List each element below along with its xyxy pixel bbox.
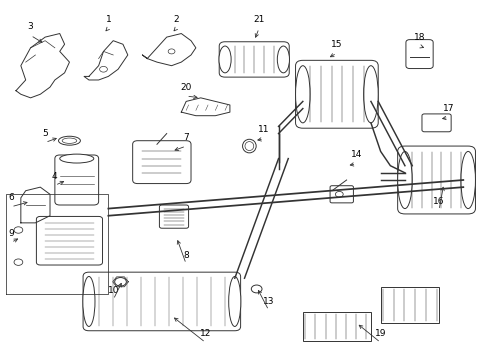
Text: 12: 12 <box>200 329 211 338</box>
Text: 3: 3 <box>28 22 33 31</box>
Ellipse shape <box>397 152 411 208</box>
Text: 16: 16 <box>432 197 444 206</box>
Text: 19: 19 <box>374 329 386 338</box>
Text: 1: 1 <box>105 15 111 24</box>
Text: 8: 8 <box>183 251 189 260</box>
Text: 21: 21 <box>253 15 264 24</box>
Text: 2: 2 <box>173 15 179 24</box>
Ellipse shape <box>460 152 474 208</box>
Text: 7: 7 <box>183 132 189 141</box>
Ellipse shape <box>295 66 309 123</box>
Text: 14: 14 <box>350 150 361 159</box>
Circle shape <box>14 227 23 233</box>
Text: 13: 13 <box>263 297 274 306</box>
Text: 15: 15 <box>330 40 342 49</box>
Ellipse shape <box>219 46 231 73</box>
Ellipse shape <box>363 66 377 123</box>
Ellipse shape <box>60 154 94 163</box>
Text: 18: 18 <box>413 33 425 42</box>
Ellipse shape <box>82 276 95 327</box>
Text: 4: 4 <box>52 172 58 181</box>
Text: 5: 5 <box>42 129 48 138</box>
Ellipse shape <box>277 46 289 73</box>
Text: 6: 6 <box>8 193 14 202</box>
Text: 9: 9 <box>8 229 14 238</box>
Circle shape <box>14 259 23 265</box>
Text: 17: 17 <box>442 104 453 113</box>
Text: 10: 10 <box>107 286 119 295</box>
Ellipse shape <box>228 276 241 327</box>
Text: 11: 11 <box>258 126 269 135</box>
Text: 20: 20 <box>180 83 191 92</box>
